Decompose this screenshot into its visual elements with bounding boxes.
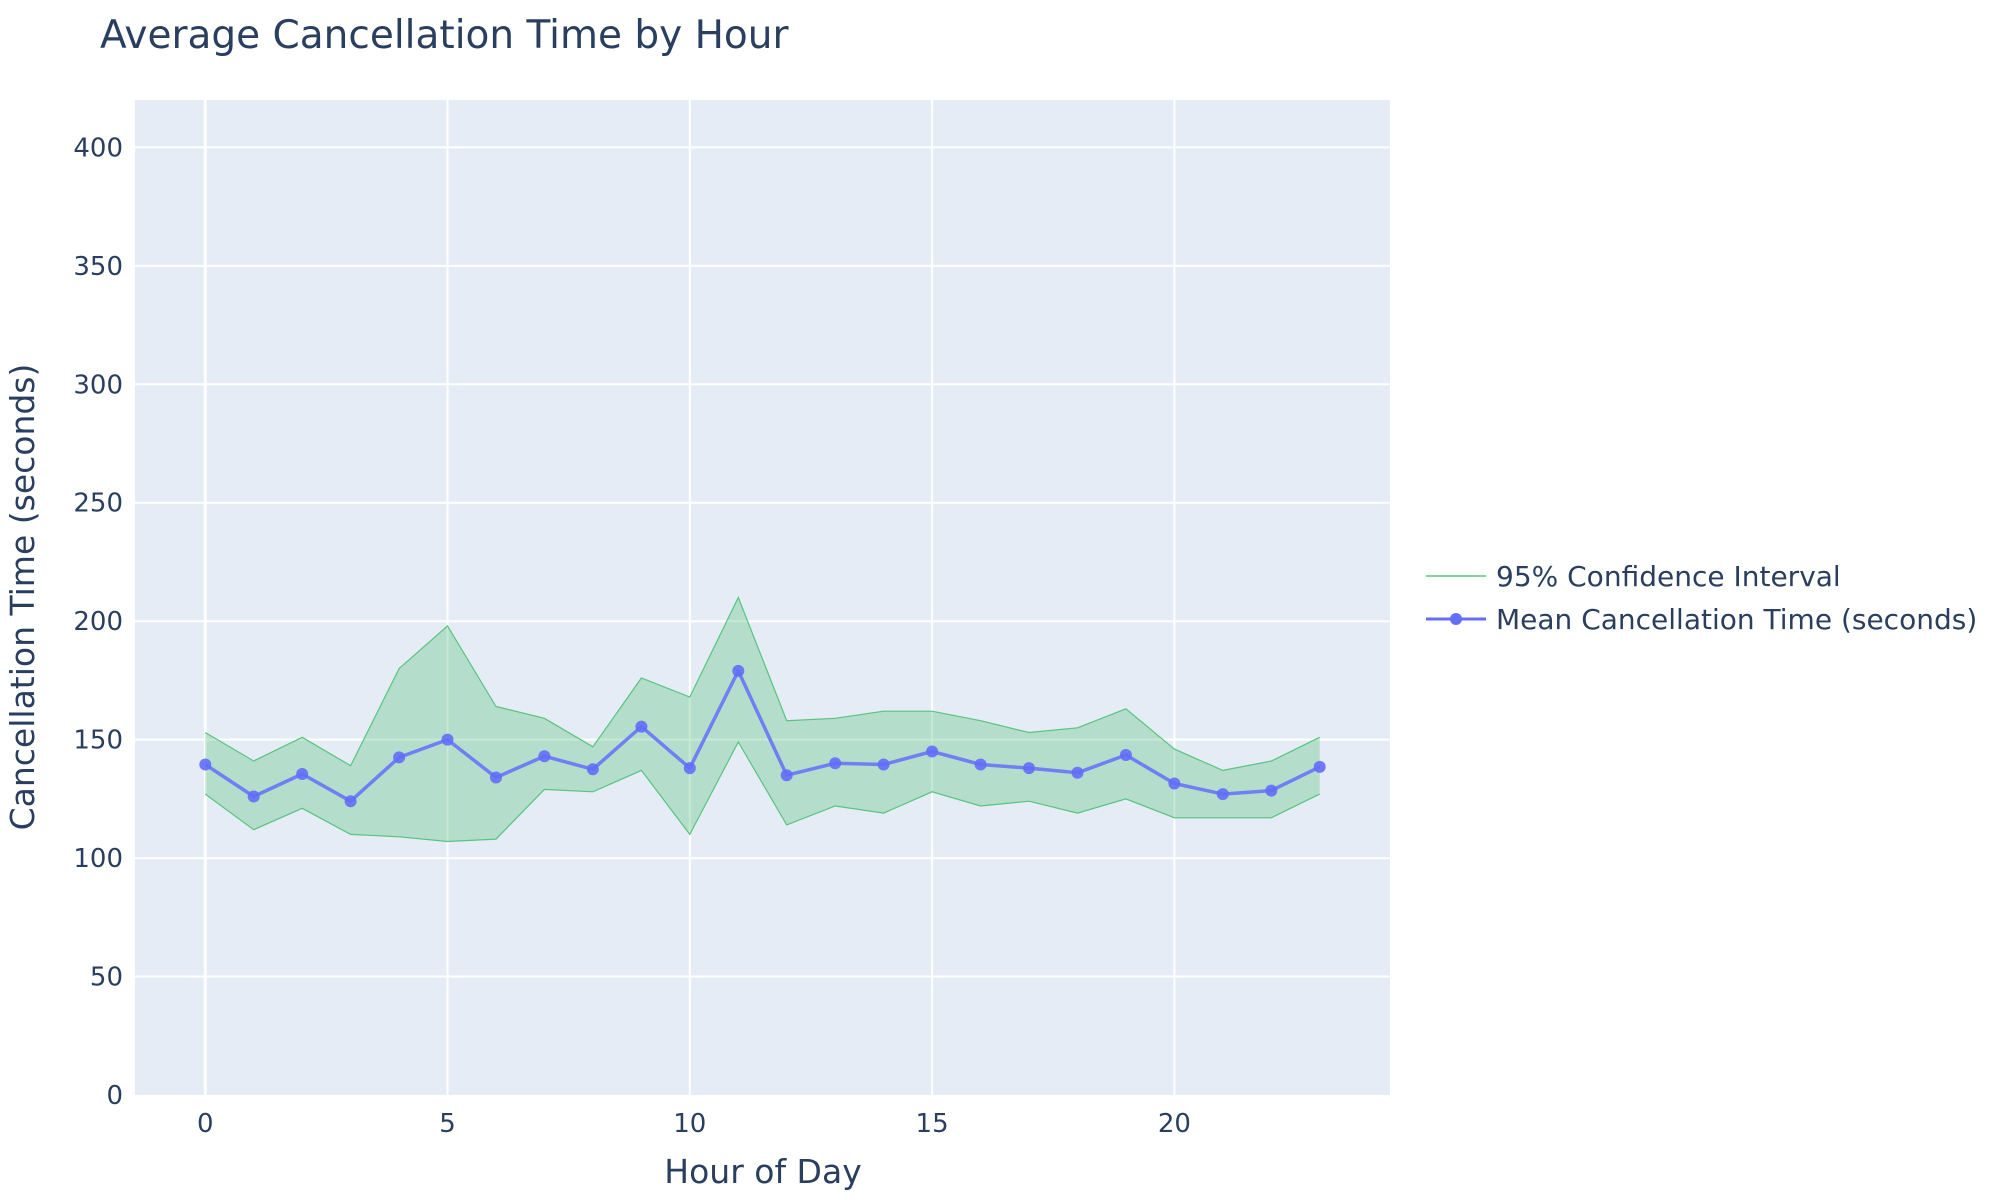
y-tick-label: 200 — [73, 607, 123, 637]
mean-point[interactable] — [1119, 749, 1132, 761]
x-tick-label: 0 — [197, 1109, 214, 1139]
mean-point[interactable] — [1216, 788, 1229, 801]
y-tick-label: 150 — [73, 726, 123, 756]
mean-point[interactable] — [247, 790, 260, 803]
y-tick-label: 300 — [73, 370, 123, 400]
mean-point[interactable] — [780, 769, 793, 782]
mean-markers — [199, 664, 1326, 808]
legend-label-confidence-interval: 95% Confidence Interval — [1496, 560, 1841, 593]
legend-item-confidence-interval[interactable]: 95% Confidence Interval — [1426, 560, 1841, 593]
mean-line-layer — [204, 669, 1321, 803]
mean-point[interactable] — [635, 720, 648, 733]
y-tick-label: 350 — [73, 252, 123, 282]
mean-point[interactable] — [926, 745, 939, 758]
y-tick-label: 50 — [90, 963, 123, 993]
mean-point[interactable] — [441, 733, 454, 746]
x-tick-label: 10 — [673, 1109, 706, 1139]
mean-point[interactable] — [344, 795, 357, 808]
mean-point[interactable] — [683, 762, 696, 775]
mean-point[interactable] — [829, 757, 842, 770]
mean-point[interactable] — [586, 763, 599, 776]
mean-point[interactable] — [296, 768, 309, 780]
x-tick-label: 15 — [916, 1109, 949, 1139]
mean-point[interactable] — [877, 758, 890, 771]
x-axis-title: Hour of Day — [664, 1152, 861, 1191]
x-tick-label: 20 — [1158, 1109, 1191, 1139]
y-tick-label: 100 — [73, 844, 123, 874]
legend-item-mean[interactable]: Mean Cancellation Time (seconds) — [1426, 603, 1977, 636]
plot-background — [135, 100, 1390, 1095]
y-tick-label: 400 — [73, 133, 123, 163]
mean-point[interactable] — [1168, 777, 1181, 790]
mean-point[interactable] — [490, 771, 502, 784]
legend[interactable]: 95% Confidence Interval Mean Cancellatio… — [1426, 560, 1977, 636]
y-axis-title: Cancellation Time (seconds) — [3, 364, 42, 831]
y-tick-label: 0 — [106, 1081, 123, 1111]
legend-label-mean: Mean Cancellation Time (seconds) — [1496, 603, 1977, 636]
mean-point[interactable] — [1313, 760, 1326, 773]
mean-point[interactable] — [1023, 762, 1035, 775]
confidence-lower-bound — [204, 740, 1320, 843]
mean-point[interactable] — [1071, 766, 1084, 779]
mean-point[interactable] — [974, 758, 987, 771]
mean-point[interactable] — [732, 664, 745, 677]
legend-marker-swatch — [1450, 613, 1462, 625]
chart-title: Average Cancellation Time by Hour — [100, 13, 789, 58]
confidence-upper-bound — [204, 596, 1320, 772]
mean-point[interactable] — [538, 750, 551, 763]
x-tick-label: 5 — [439, 1109, 456, 1139]
gridlines — [135, 100, 1390, 1095]
mean-point[interactable] — [199, 758, 212, 771]
tick-labels: 0 50 100 150 200 250 300 350 400 0 5 10 15 20 — [73, 133, 1191, 1139]
y-tick-label: 250 — [73, 489, 123, 519]
mean-point[interactable] — [393, 751, 406, 764]
mean-line — [204, 669, 1321, 803]
mean-point[interactable] — [1265, 784, 1278, 797]
